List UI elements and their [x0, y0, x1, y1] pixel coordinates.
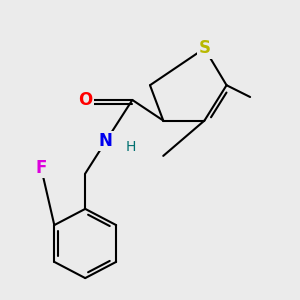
Text: S: S — [199, 39, 211, 57]
Text: H: H — [126, 140, 136, 154]
Text: N: N — [99, 132, 113, 150]
Text: F: F — [35, 159, 47, 177]
Text: O: O — [78, 91, 92, 109]
